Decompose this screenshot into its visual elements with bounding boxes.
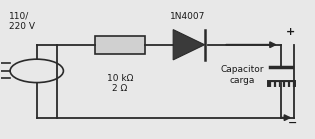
Text: 10 kΩ
2 Ω: 10 kΩ 2 Ω xyxy=(107,74,133,93)
Text: 1N4007: 1N4007 xyxy=(169,12,205,21)
Bar xyxy=(95,36,145,54)
Polygon shape xyxy=(173,30,204,60)
Text: +: + xyxy=(286,27,295,37)
Text: Capacitor
carga: Capacitor carga xyxy=(220,65,264,85)
Text: −: − xyxy=(288,118,297,128)
Text: 110/
220 V: 110/ 220 V xyxy=(9,12,35,31)
